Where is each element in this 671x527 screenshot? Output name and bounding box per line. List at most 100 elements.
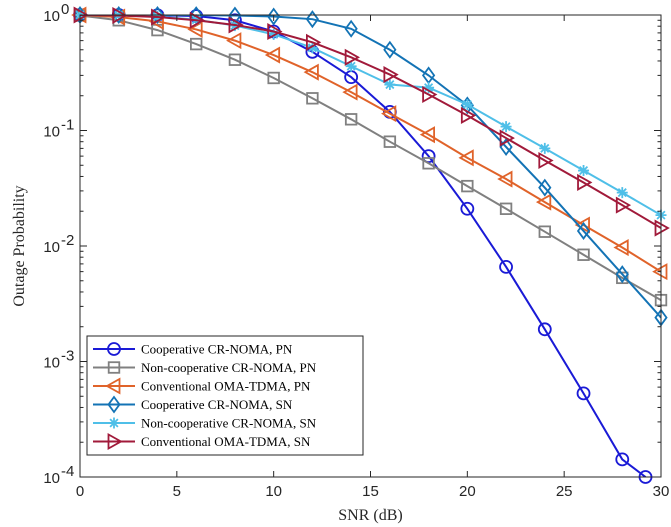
series-3-point — [419, 126, 436, 144]
series-1-point — [421, 149, 436, 164]
series-6-point — [73, 6, 89, 24]
series-6-point — [228, 16, 244, 34]
x-tick-label: 10 — [265, 483, 282, 500]
series-3-point — [652, 263, 668, 281]
x-tick-label: 20 — [459, 483, 476, 500]
series-1-point — [460, 201, 475, 216]
x-tick-label: 0 — [76, 483, 84, 500]
legend-marker — [107, 342, 121, 356]
legend-label: Cooperative CR-NOMA, SN — [141, 397, 293, 412]
legend-marker — [107, 361, 121, 374]
series-5-point — [461, 98, 473, 110]
series-5-point — [345, 60, 357, 72]
series-6-point — [615, 196, 632, 214]
legend-marker — [107, 395, 121, 414]
series-2-point — [383, 135, 397, 148]
series-2-point — [538, 225, 552, 238]
x-tick-label: 15 — [362, 483, 379, 500]
series-3-point — [458, 149, 474, 167]
legend-label: Conventional OMA-TDMA, PN — [141, 379, 311, 394]
series-6-point — [499, 129, 515, 147]
series-4-point — [383, 40, 397, 59]
legend-item-2: Non-cooperative CR-NOMA, PN — [93, 360, 317, 375]
series-4-point — [576, 221, 591, 240]
series-3-line — [80, 15, 661, 273]
series-6-point — [460, 106, 477, 124]
series-6-point — [344, 48, 360, 66]
series-1-point — [537, 322, 552, 337]
series-1-point — [576, 386, 591, 401]
x-tick-label: 25 — [556, 483, 573, 500]
x-tick-label: 30 — [653, 483, 670, 500]
series-4-point — [344, 19, 358, 38]
series-3-point — [574, 216, 590, 234]
legend-marker — [105, 377, 121, 395]
y-tick-label-exponent: -3 — [61, 348, 74, 365]
series-3-point — [264, 46, 281, 64]
series-1-point — [499, 259, 513, 274]
series-3-point — [342, 83, 358, 101]
series-2-point — [267, 71, 280, 85]
series-3-point — [497, 170, 513, 188]
legend-label: Cooperative CR-NOMA, PN — [141, 342, 293, 357]
series-4-point — [615, 265, 629, 284]
y-tick-label-exponent: -2 — [61, 232, 74, 249]
legend-marker — [108, 417, 120, 429]
series-3-point — [613, 238, 629, 257]
series-6-point — [383, 66, 399, 84]
series-6-point — [267, 22, 283, 41]
y-tick-label-exponent: -1 — [61, 117, 74, 134]
legend-item-3: Conventional OMA-TDMA, PN — [93, 377, 311, 395]
legend: Cooperative CR-NOMA, PN Non-cooperative C… — [86, 335, 364, 456]
series-3-point — [535, 193, 552, 211]
series-2-point — [422, 157, 435, 170]
series-3-point — [381, 105, 397, 123]
legend-item-4: Cooperative CR-NOMA, SN — [93, 395, 293, 414]
series-2-point — [461, 179, 474, 193]
y-tick-label: 10 — [43, 355, 60, 372]
y-axis-label: Outage Probability — [11, 185, 28, 306]
series-6-point — [422, 85, 438, 104]
legend-marker — [107, 432, 123, 451]
legend-item-6: Conventional OMA-TDMA, SN — [93, 432, 311, 451]
legend-item-1: Cooperative CR-NOMA, PN — [93, 342, 293, 357]
series-6-point — [112, 6, 128, 25]
series-5-point — [306, 42, 318, 54]
series-2-point — [499, 202, 513, 215]
series-5-point — [384, 79, 396, 91]
series-4-point — [267, 7, 281, 26]
series-5-point — [500, 121, 512, 133]
series-5-point — [578, 165, 590, 177]
y-tick-label: 10 — [43, 124, 60, 141]
series-2 — [73, 9, 668, 307]
series-4-point — [305, 10, 320, 29]
series-6-point — [538, 151, 554, 170]
legend-item-5: Non-cooperative CR-NOMA, SN — [93, 416, 317, 431]
series-1-point — [615, 452, 630, 467]
series-2-point — [306, 92, 319, 105]
series-6-point — [577, 173, 593, 191]
series-2-point — [344, 113, 358, 126]
series-3-point — [303, 63, 319, 81]
x-tick-label: 5 — [173, 483, 181, 500]
series-5-point — [268, 28, 280, 40]
series-2-point — [189, 37, 203, 51]
y-tick-label: 10 — [43, 470, 60, 487]
legend-label: Non-cooperative CR-NOMA, PN — [141, 360, 317, 375]
series-5-point — [616, 187, 628, 199]
series-6-point — [151, 8, 167, 26]
y-tick-label: 10 — [43, 239, 60, 256]
series-6-point — [305, 33, 322, 51]
series-4-point — [538, 178, 552, 197]
y-tick-label: 10 — [43, 8, 60, 25]
y-tick-label-exponent: -4 — [61, 463, 74, 480]
series-2-point — [228, 53, 242, 66]
series-2-point — [577, 248, 590, 261]
x-axis-label: SNR (dB) — [338, 507, 402, 524]
series-5-point — [539, 142, 551, 154]
series-6-point — [189, 11, 206, 29]
y-tick-label-exponent: 0 — [61, 1, 69, 18]
series-6-point — [654, 219, 670, 237]
